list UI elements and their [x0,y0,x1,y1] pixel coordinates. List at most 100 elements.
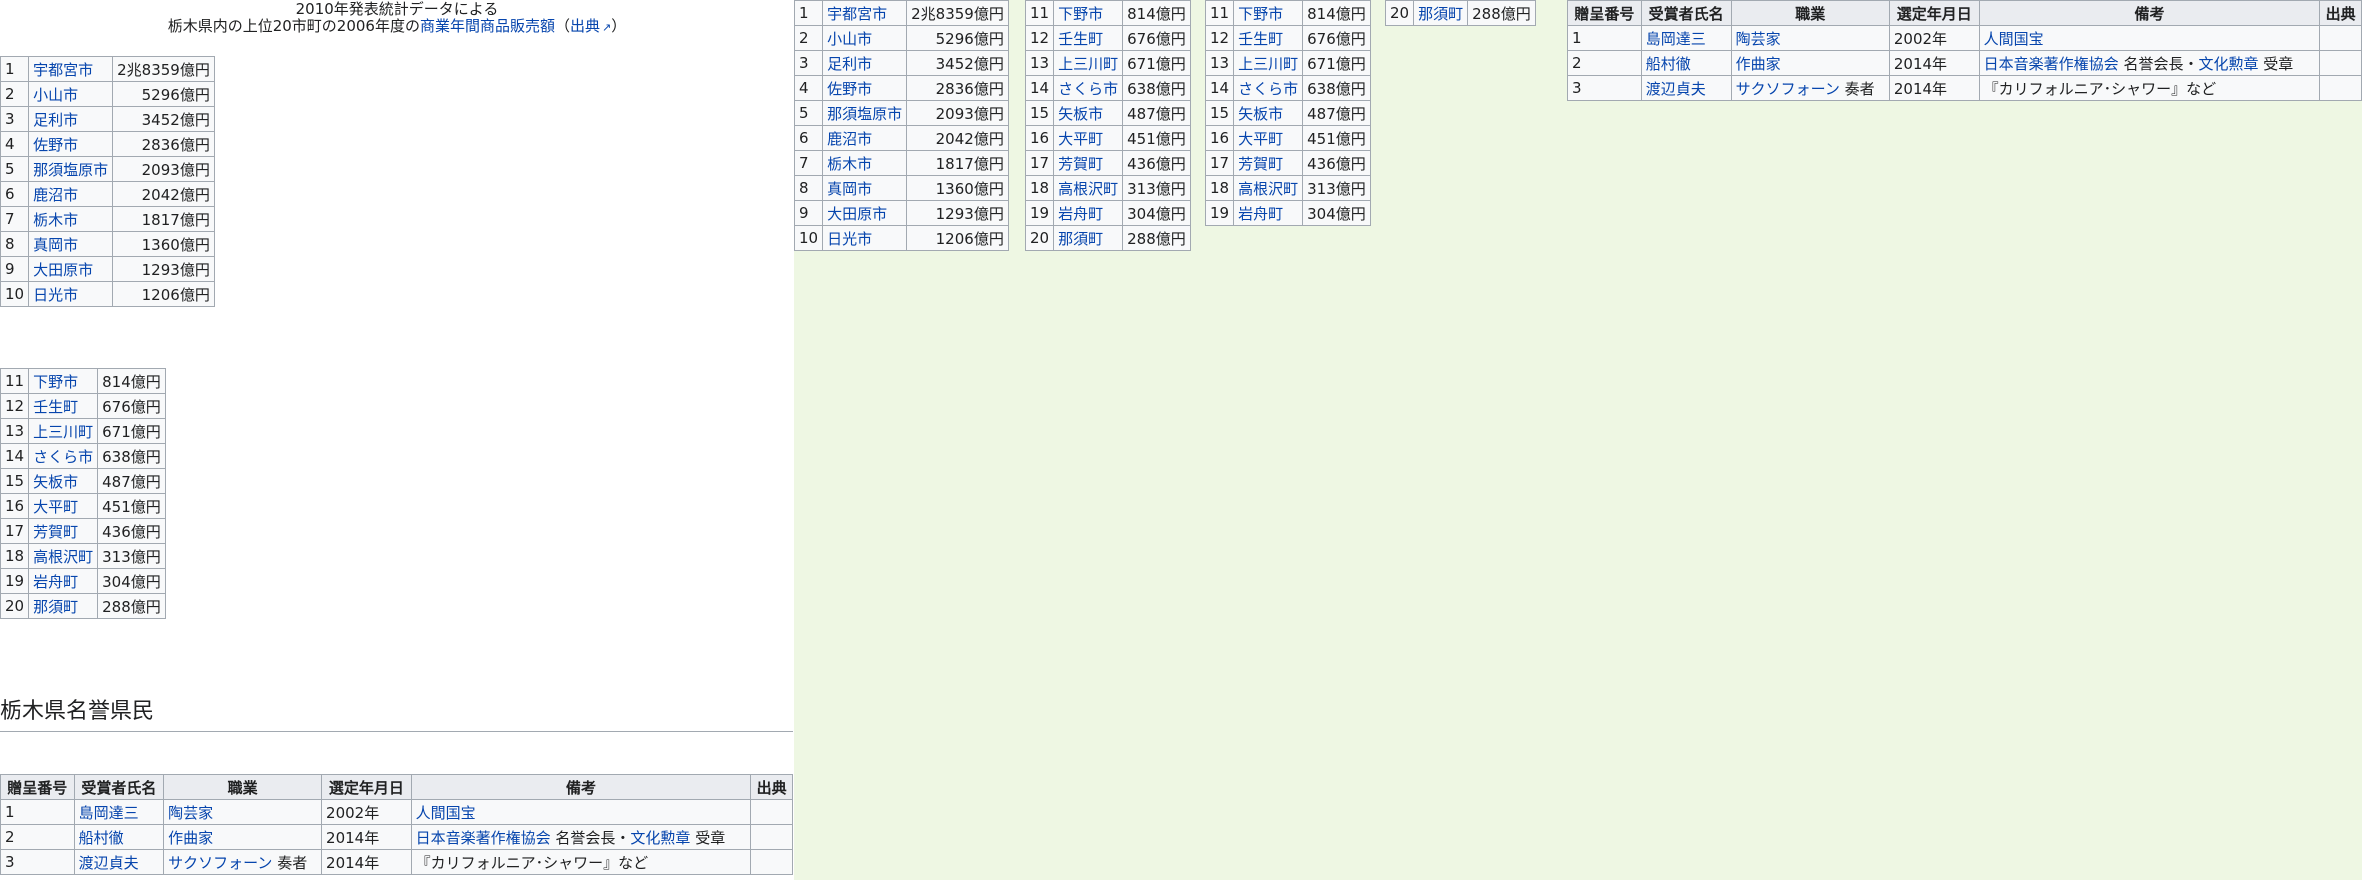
selection-date-cell: 2014年 [1888,50,1980,76]
city-link[interactable]: 那須町 [33,597,79,616]
city-link[interactable]: 小山市 [33,85,79,104]
city-link[interactable]: 矢板市 [1058,104,1104,123]
honoree-link[interactable]: 渡辺貞夫 [1645,79,1706,98]
city-link[interactable]: 下野市 [1058,4,1104,23]
city-link[interactable]: 下野市 [33,372,79,391]
column-header: 選定年月日 [321,774,412,800]
remark-link[interactable]: 人間国宝 [415,803,476,822]
honoree-link[interactable]: 島岡達三 [78,803,139,822]
value-cell: 638億円 [97,443,166,469]
city-link[interactable]: 大平町 [33,497,79,516]
value-cell: 313億円 [97,543,166,569]
city-link[interactable]: 足利市 [33,110,79,129]
city-link[interactable]: 栃木市 [33,210,79,229]
city-link[interactable]: 上三川町 [33,422,94,441]
city-link[interactable]: 日光市 [827,229,873,248]
city-link[interactable]: 那須町 [1058,229,1104,248]
city-link[interactable]: 岩舟町 [1238,204,1284,223]
table-row: 12 壬生町 676億円 [1204,25,1371,51]
city-link[interactable]: 上三川町 [1058,54,1119,73]
honoree-link[interactable]: 船村徹 [1645,54,1691,73]
column-header: 受賞者氏名 [1640,0,1732,26]
city-link[interactable]: 壬生町 [33,397,79,416]
city-link[interactable]: 壬生町 [1058,29,1104,48]
table-row: 3 足利市 3452億円 [793,50,1009,76]
city-link[interactable]: 下野市 [1238,4,1284,23]
rank-cell: 4 [0,131,30,157]
table-row: 15 矢板市 487億円 [0,468,166,494]
city-link[interactable]: 矢板市 [1238,104,1284,123]
city-link[interactable]: 那須塩原市 [827,104,903,123]
city-link[interactable]: 宇都宮市 [827,4,888,23]
city-link[interactable]: 大平町 [1058,129,1104,148]
rank-cell: 5 [793,100,824,126]
city-link[interactable]: 那須塩原市 [33,160,109,179]
honoree-link[interactable]: 島岡達三 [1645,29,1706,48]
remark-link[interactable]: 日本音楽著作権協会 [1983,54,2119,73]
city-link[interactable]: 鹿沼市 [33,185,79,204]
table-row: 3 足利市 3452億円 [0,106,215,132]
table-row: 11 下野市 814億円 [0,368,166,394]
city-link[interactable]: 足利市 [827,54,873,73]
city-link[interactable]: 日光市 [33,285,79,304]
source-link[interactable]: 出典 [570,17,601,35]
remarks-cell: 日本音楽著作権協会 名誉会長・文化勲章 受章 [410,824,752,850]
occupation-link[interactable]: サクソフォーン [1735,79,1840,98]
city-link[interactable]: 真岡市 [827,179,873,198]
selection-date-cell: 2002年 [321,799,412,825]
city-link[interactable]: 高根沢町 [1058,179,1119,198]
value-cell: 304億円 [1122,200,1191,226]
city-link[interactable]: 高根沢町 [1238,179,1299,198]
value-cell: 313億円 [1122,175,1191,201]
value-cell: 3452億円 [906,50,1009,76]
occupation-link[interactable]: 作曲家 [168,828,214,847]
column-header: 備考 [1978,0,2321,26]
city-link[interactable]: 佐野市 [33,135,79,154]
city-link[interactable]: 壬生町 [1238,29,1284,48]
city-link[interactable]: 宇都宮市 [33,60,94,79]
occupation-cell: サクソフォーン 奏者 [163,849,323,875]
city-cell: 大田原市 [822,200,908,226]
city-link[interactable]: 栃木市 [827,154,873,173]
city-link[interactable]: 岩舟町 [1058,204,1104,223]
city-link[interactable]: 鹿沼市 [827,129,873,148]
city-link[interactable]: 芳賀町 [1058,154,1104,173]
city-link[interactable]: 岩舟町 [33,572,79,591]
honoree-link[interactable]: 渡辺貞夫 [78,853,139,872]
rank-cell: 17 [0,518,30,544]
rank-cell: 11 [1204,0,1235,26]
value-cell: 814億円 [1122,0,1191,26]
city-link[interactable]: さくら市 [33,447,94,466]
city-link[interactable]: さくら市 [1058,79,1119,98]
remark-link[interactable]: 日本音楽著作権協会 [415,828,551,847]
table-row: 7 栃木市 1817億円 [0,206,215,232]
value-cell: 2042億円 [906,125,1009,151]
city-link[interactable]: 佐野市 [827,79,873,98]
occupation-link[interactable]: 陶芸家 [168,803,214,822]
city-cell: 佐野市 [28,131,114,157]
city-link[interactable]: 大田原市 [827,204,888,223]
remark-link[interactable]: 文化勲章 [630,828,691,847]
remark-link[interactable]: 文化勲章 [2198,54,2259,73]
city-link[interactable]: 大平町 [1238,129,1284,148]
city-link[interactable]: 芳賀町 [1238,154,1284,173]
city-link[interactable]: 矢板市 [33,472,79,491]
city-cell: 日光市 [822,225,908,251]
city-link[interactable]: 高根沢町 [33,547,94,566]
city-link[interactable]: 真岡市 [33,235,79,254]
city-link[interactable]: 那須町 [1418,4,1464,23]
city-link[interactable]: 小山市 [827,29,873,48]
city-link[interactable]: 大田原市 [33,260,94,279]
city-link[interactable]: 芳賀町 [33,522,79,541]
sales-link[interactable]: 商業年間商品販売額 [419,17,555,35]
city-link[interactable]: さくら市 [1238,79,1299,98]
occupation-link[interactable]: サクソフォーン [168,853,273,872]
city-cell: 岩舟町 [1053,200,1124,226]
occupation-link[interactable]: 作曲家 [1735,54,1781,73]
occupation-link[interactable]: 陶芸家 [1735,29,1781,48]
honoree-link[interactable]: 船村徹 [78,828,124,847]
city-link[interactable]: 上三川町 [1238,54,1299,73]
rank-cell: 20 [1384,0,1415,26]
rank-cell: 9 [0,256,30,282]
remark-link[interactable]: 人間国宝 [1983,29,2044,48]
